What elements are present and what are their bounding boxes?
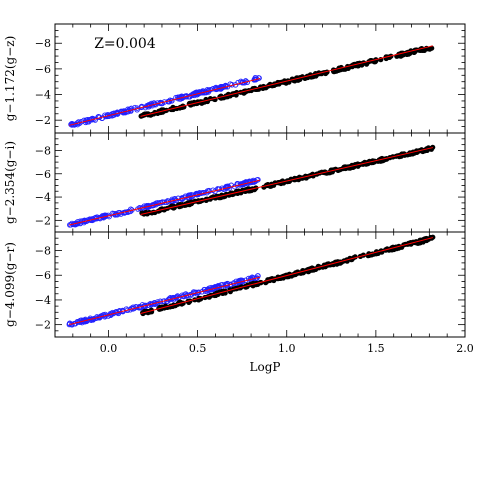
data-point: [179, 292, 186, 298]
x-axis-label: LogP: [250, 360, 281, 374]
data-point: [246, 178, 253, 185]
data-point: [201, 286, 208, 293]
y-tick-label: −4: [35, 89, 51, 102]
data-point: [255, 176, 261, 183]
data-point: [204, 86, 211, 93]
y-tick-label: −6: [35, 269, 51, 282]
data-point: [130, 304, 136, 310]
y-tick-label: −8: [35, 37, 51, 50]
series-black-points: [140, 234, 436, 317]
y-tick-label: −4: [35, 191, 51, 204]
fit-line-long-period: [140, 147, 434, 216]
data-point: [255, 75, 262, 81]
data-point: [134, 107, 140, 113]
fit-line-short-period: [69, 276, 261, 326]
fit-line-short-period: [69, 179, 261, 226]
x-tick-label: 0.5: [189, 342, 207, 355]
y-tick-label: −4: [35, 294, 51, 307]
chart-panel-1: −2 −4 −6 −8 g−1.172(g−z) Z=0.004: [3, 23, 466, 134]
y-tick-label: −6: [35, 168, 51, 181]
x-tick-label: 1.5: [367, 342, 385, 355]
fit-line-long-period: [140, 237, 434, 315]
data-point: [174, 293, 180, 300]
y-tick-label: −8: [35, 245, 51, 258]
metallicity-annotation: Z=0.004: [94, 36, 156, 52]
chart-panel-3: −2 −4 −6 −8 0.0 0.5 1.0 1.5 2.0 g−4.099(g−r): [3, 231, 474, 355]
x-tick-label: 2.0: [456, 342, 474, 355]
fit-line-short-period: [69, 78, 261, 126]
data-point: [206, 187, 212, 194]
data-point: [183, 291, 189, 297]
y-tick-label: −2: [35, 214, 51, 227]
data-point: [109, 309, 116, 316]
y-axis-label: g−4.099(g−r): [3, 242, 17, 327]
y-axis-label: g−1.172(g−z): [3, 36, 17, 122]
y-tick-label: −6: [35, 63, 51, 76]
chart-panel-2: −2 −4 −6 −8 g−2.354(g−i): [3, 132, 466, 233]
data-point: [173, 94, 179, 101]
data-point: [364, 61, 370, 67]
series-blue-points: [66, 273, 261, 328]
data-point: [118, 211, 124, 217]
chart-panels: −2 −4 −6 −8 g−1.172(g−z) Z=0.004 −2 −4 −6 −8 g−2.3…: [3, 23, 474, 355]
data-point: [90, 317, 96, 323]
data-point: [345, 65, 351, 71]
fit-line-long-period: [140, 45, 434, 117]
data-point: [228, 182, 235, 189]
x-tick-label: 1.0: [278, 342, 296, 355]
plot-frame: [54, 231, 466, 338]
data-point: [95, 114, 101, 120]
data-point: [235, 279, 241, 286]
y-tick-label: −2: [35, 114, 51, 127]
data-point: [215, 283, 221, 289]
data-point: [224, 280, 231, 287]
y-tick-label: −8: [35, 144, 51, 157]
data-point: [212, 284, 218, 290]
data-point: [81, 117, 87, 124]
y-tick-label: −2: [35, 319, 51, 332]
y-axis-label: g−2.354(g−i): [3, 141, 17, 224]
data-point: [223, 183, 230, 190]
x-tick-label: 0.0: [100, 342, 118, 355]
data-point: [227, 81, 234, 87]
data-point: [175, 94, 181, 100]
data-point: [192, 90, 199, 96]
